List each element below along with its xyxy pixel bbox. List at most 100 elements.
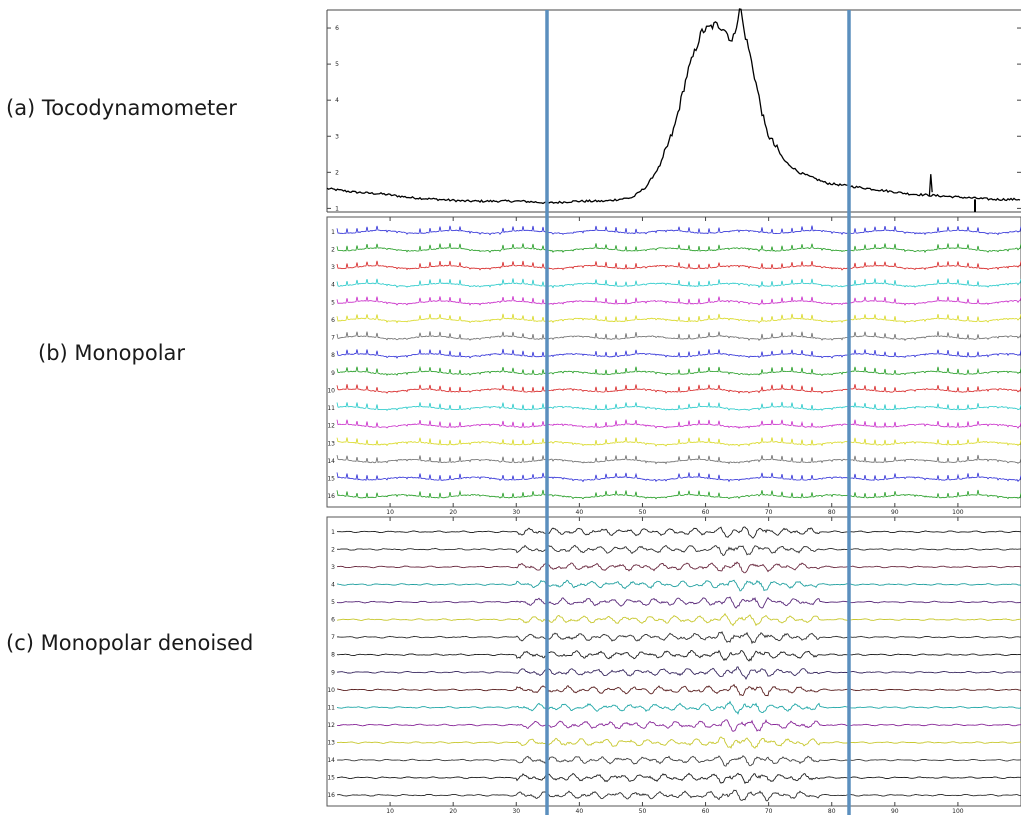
monopolar-channel-trace-8 <box>336 348 1021 359</box>
monopolar-channel-trace-11 <box>336 401 1021 411</box>
denoised-channel-trace-9 <box>336 666 1021 681</box>
denoised-xtick-label-40: 40 <box>576 808 584 815</box>
monopolar-channel-label-5: 5 <box>331 299 335 306</box>
monopolar-channel-label-6: 6 <box>331 317 335 324</box>
monopolar-channel-trace-4 <box>336 278 1021 289</box>
denoised-xtick-label-70: 70 <box>765 808 773 815</box>
monopolar-channel-trace-14 <box>336 454 1021 465</box>
denoised-channel-trace-13 <box>336 736 1021 749</box>
toco-ytick-label: 4 <box>335 97 339 104</box>
monopolar-channel-trace-5 <box>336 296 1021 306</box>
monopolar-channel-trace-6 <box>336 313 1021 324</box>
monopolar-xtick-label-100: 100 <box>952 509 964 516</box>
denoised-channel-trace-16 <box>336 789 1021 802</box>
denoised-channel-trace-5 <box>336 596 1021 609</box>
denoised-channel-label-13: 13 <box>327 740 335 747</box>
denoised-channel-label-10: 10 <box>327 687 335 694</box>
monopolar-xtick-label-10: 10 <box>386 509 394 516</box>
denoised-channel-label-15: 15 <box>327 775 335 782</box>
monopolar-xtick-label-90: 90 <box>891 509 899 516</box>
panel-label-tocodynamometer: (a) Tocodynamometer <box>6 96 237 120</box>
denoised-xtick-label-80: 80 <box>828 808 836 815</box>
toco-ytick-label: 5 <box>335 61 339 68</box>
denoised-channel-trace-2 <box>336 544 1021 557</box>
monopolar-channel-trace-1 <box>336 225 1021 236</box>
denoised-xtick-label-50: 50 <box>639 808 647 815</box>
monopolar-channel-trace-7 <box>336 331 1021 341</box>
monopolar-channel-trace-9 <box>336 365 1021 377</box>
monopolar-channel-label-9: 9 <box>331 370 335 377</box>
denoised-channel-label-14: 14 <box>327 757 335 764</box>
denoised-channel-trace-14 <box>337 755 1021 767</box>
toco-ytick-label: 1 <box>335 205 339 212</box>
monopolar-xtick-label-20: 20 <box>449 509 457 516</box>
denoised-channel-trace-1 <box>336 526 1021 539</box>
monopolar-channel-label-8: 8 <box>331 352 335 359</box>
denoised-channel-label-7: 7 <box>331 634 335 641</box>
denoised-channel-label-11: 11 <box>327 704 335 711</box>
denoised-xtick-label-10: 10 <box>386 808 394 815</box>
monopolar-channel-trace-2 <box>336 243 1021 254</box>
denoised-channel-trace-3 <box>336 561 1021 574</box>
monopolar-channel-trace-16 <box>336 489 1021 500</box>
monopolar-channel-trace-15 <box>336 472 1021 483</box>
denoised-channel-trace-11 <box>336 700 1021 715</box>
monopolar-channel-label-4: 4 <box>331 282 335 289</box>
monopolar-channel-label-7: 7 <box>331 335 335 342</box>
monopolar-xtick-label-40: 40 <box>576 509 584 516</box>
event-marker-lines <box>545 10 851 815</box>
monopolar-channel-label-14: 14 <box>327 458 335 465</box>
denoised-channel-trace-10 <box>337 683 1021 697</box>
denoised-channel-trace-15 <box>336 772 1021 785</box>
denoised-channel-label-9: 9 <box>331 669 335 676</box>
denoised-channel-label-5: 5 <box>331 599 335 606</box>
denoised-xtick-label-20: 20 <box>449 808 457 815</box>
monopolar-xtick-label-50: 50 <box>639 509 647 516</box>
monopolar-xtick-label-60: 60 <box>702 509 710 516</box>
monopolar-channel-trace-13 <box>336 437 1021 447</box>
tocodynamometer-panel: 1 2 3 4 5 6 <box>326 8 1021 213</box>
denoised-channel-label-8: 8 <box>331 652 335 659</box>
denoised-channel-label-3: 3 <box>331 564 335 571</box>
denoised-channel-trace-12 <box>337 719 1021 732</box>
monopolar-channel-label-16: 16 <box>327 493 335 500</box>
denoised-channel-trace-8 <box>336 649 1021 662</box>
monopolar-channel-trace-10 <box>336 384 1021 395</box>
monopolar-channel-label-2: 2 <box>331 246 335 253</box>
monopolar-channel-trace-12 <box>336 419 1021 429</box>
denoised-channel-trace-7 <box>336 630 1021 645</box>
denoised-channel-label-2: 2 <box>331 546 335 553</box>
monopolar-frame <box>326 216 1021 508</box>
denoised-channel-trace-4 <box>336 579 1021 592</box>
monopolar-xtick-label-80: 80 <box>828 509 836 516</box>
monopolar-xtick-label-30: 30 <box>512 509 520 516</box>
denoised-channel-label-12: 12 <box>327 722 335 729</box>
denoised-xtick-label-100: 100 <box>952 808 964 815</box>
denoised-channel-label-4: 4 <box>331 581 335 588</box>
toco-trace <box>326 8 1021 205</box>
denoised-channel-label-1: 1 <box>331 529 335 536</box>
denoised-xtick-label-30: 30 <box>512 808 520 815</box>
monopolar-channel-label-10: 10 <box>327 387 335 394</box>
denoised-channel-label-16: 16 <box>327 792 335 799</box>
monopolar-channel-trace-3 <box>336 260 1021 271</box>
panel-label-monopolar-denoised: (c) Monopolar denoised <box>6 631 254 655</box>
monopolar-channel-label-15: 15 <box>327 476 335 483</box>
denoised-channel-label-6: 6 <box>331 617 335 624</box>
monopolar-channel-label-1: 1 <box>331 229 335 236</box>
toco-artifact-spike <box>928 174 933 196</box>
monopolar-channel-label-12: 12 <box>327 423 335 430</box>
denoised-channel-trace-6 <box>336 612 1021 627</box>
denoised-xtick-label-90: 90 <box>891 808 899 815</box>
monopolar-channel-label-11: 11 <box>327 405 335 412</box>
monopolar-xtick-label-70: 70 <box>765 509 773 516</box>
toco-ytick-label: 3 <box>335 133 339 140</box>
toco-ytick-label: 2 <box>335 169 339 176</box>
monopolar-channel-label-3: 3 <box>331 264 335 271</box>
denoised-frame <box>326 516 1021 807</box>
monopolar-channel-label-13: 13 <box>327 440 335 447</box>
toco-ytick-label: 6 <box>335 25 339 32</box>
